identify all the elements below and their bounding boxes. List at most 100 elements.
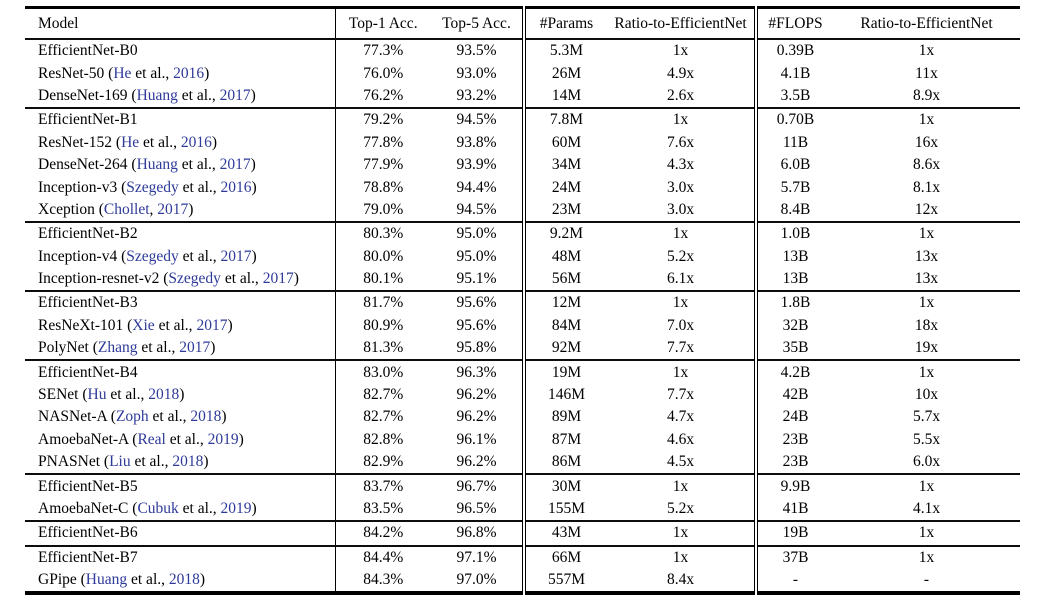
flops-cell: 23B xyxy=(754,451,833,475)
citation-year-link[interactable]: 2017 xyxy=(196,316,228,334)
top1-acc-cell: 83.7% xyxy=(334,474,431,498)
params-cell: 92M xyxy=(522,337,607,361)
flops-ratio-cell: 1x xyxy=(918,111,935,129)
col-header-flops: #FLOPS xyxy=(754,7,833,39)
top5-acc-cell: 96.1% xyxy=(456,430,497,448)
params-ratio-cell: 4.7x xyxy=(666,408,695,426)
citation-author-link[interactable]: Zhang xyxy=(97,339,138,357)
citation-year-link[interactable]: 2018 xyxy=(172,453,204,471)
flops-ratio-cell: 8.6x xyxy=(912,156,941,174)
flops-cell: 24B xyxy=(754,406,833,429)
top1-acc-cell: 84.4% xyxy=(334,545,431,569)
citation-author-link[interactable]: Szegedy xyxy=(126,247,179,265)
params-ratio-cell: 7.0x xyxy=(666,316,695,334)
model-name: EfficientNet-B0 xyxy=(38,42,138,60)
citation-author-link[interactable]: Huang xyxy=(85,571,128,589)
top1-acc-cell: 80.9% xyxy=(334,314,431,338)
citation-year-link[interactable]: 2017 xyxy=(219,156,251,174)
model-name-cell: DenseNet-169 (Huang et al., 2017) xyxy=(38,86,256,104)
model-name: ResNet-50 xyxy=(38,64,105,82)
params-cell: 7.8M xyxy=(522,108,607,132)
model-name: NASNet-A xyxy=(38,408,107,426)
citation-year-link[interactable]: 2018 xyxy=(168,571,200,589)
top1-acc-cell: 80.3% xyxy=(334,222,431,246)
citation-year-link[interactable]: 2017 xyxy=(262,270,294,288)
citation-year-link[interactable]: 2018 xyxy=(148,386,180,404)
citation-year-link[interactable]: 2018 xyxy=(190,408,222,426)
params-ratio-cell: 1x xyxy=(672,548,689,566)
citation-year-link[interactable]: 2017 xyxy=(157,200,189,218)
params-ratio-cell: 4.3x xyxy=(666,156,695,174)
flops-cell: 37B xyxy=(754,545,833,569)
top5-acc-cell: 96.5% xyxy=(456,500,497,517)
params-cell: 9.2M xyxy=(522,222,607,246)
model-name: EfficientNet-B3 xyxy=(38,294,138,312)
model-comparison-table: Model Top-1 Acc. Top-5 Acc. #Params Rati… xyxy=(25,6,1020,596)
table-row: Inception-v4 (Szegedy et al., 2017) 80.0%… xyxy=(25,245,1020,268)
citation-year-link[interactable]: 2016 xyxy=(220,178,252,196)
model-name: AmoebaNet-C xyxy=(38,500,129,517)
params-cell: 86M xyxy=(522,451,607,475)
flops-cell: 1.8B xyxy=(754,291,833,315)
params-cell: 89M xyxy=(522,406,607,429)
citation-author-link[interactable]: Szegedy xyxy=(168,270,221,288)
flops-ratio-cell: 1x xyxy=(918,363,935,381)
flops-cell: 32B xyxy=(754,314,833,338)
citation-year-link[interactable]: 2016 xyxy=(180,133,212,151)
top1-acc-cell: 76.0% xyxy=(334,62,431,85)
params-cell: 26M xyxy=(522,62,607,85)
citation-author-link[interactable]: Real xyxy=(137,430,166,448)
params-ratio-cell: 3.0x xyxy=(666,200,695,218)
citation-author-link[interactable]: Liu xyxy=(109,453,131,471)
flops-cell: 5.7B xyxy=(754,176,833,199)
params-ratio-cell: 6.1x xyxy=(666,270,695,288)
table-row: ResNeXt-101 (Xie et al., 2017) 80.9% 95.6%… xyxy=(25,314,1020,338)
citation-author-link[interactable]: Huang xyxy=(136,156,178,174)
flops-cell: 19B xyxy=(754,521,833,546)
citation-author-link[interactable]: He xyxy=(121,133,140,151)
citation-author-link[interactable]: Huang xyxy=(136,86,178,104)
model-name-cell: Xception (Chollet, 2017) xyxy=(38,200,194,218)
col-header-top5-acc: Top-5 Acc. xyxy=(442,14,511,32)
citation-author-link[interactable]: Szegedy xyxy=(126,178,179,196)
citation-year-link[interactable]: 2019 xyxy=(207,430,239,448)
citation-year-link[interactable]: 2017 xyxy=(219,86,251,104)
model-name-cell: EfficientNet-B1 xyxy=(25,108,335,131)
model-name-cell: ResNet-50 (He et al., 2016) xyxy=(38,64,210,82)
citation-author-link[interactable]: He xyxy=(113,64,132,82)
citation-author-link[interactable]: Cubuk xyxy=(137,500,179,517)
model-name: Inception-v4 xyxy=(38,247,118,265)
citation-author-link[interactable]: Xie xyxy=(132,316,155,334)
citation-year-link[interactable]: 2019 xyxy=(220,500,252,517)
col-header-params-ratio: Ratio-to-EfficientNet xyxy=(614,14,747,32)
citation-author-link[interactable]: Zoph xyxy=(115,408,149,426)
flops-ratio-cell: 8.1x xyxy=(912,178,941,196)
model-name-cell: PNASNet (Liu et al., 2018) xyxy=(38,453,209,471)
table-row: GPipe (Huang et al., 2018) 84.3% 97.0% 557M… xyxy=(25,568,1020,594)
citation-year-link[interactable]: 2016 xyxy=(173,64,205,82)
model-name-cell: GPipe (Huang et al., 2018) xyxy=(38,571,206,589)
table-row: EfficientNet-B3 81.7% 95.6% 12M 1x 1.8B 1x xyxy=(25,291,1020,315)
flops-cell: - xyxy=(754,568,833,594)
params-cell: 5.3M xyxy=(522,39,607,63)
table-row: PolyNet (Zhang et al., 2017) 81.3% 95.8% 92… xyxy=(25,337,1020,361)
model-name: DenseNet-169 xyxy=(38,86,128,104)
citation-author-link[interactable]: Chollet xyxy=(103,200,150,218)
top5-acc-cell: 96.3% xyxy=(456,363,497,381)
model-name: Inception-resnet-v2 xyxy=(38,270,160,288)
citation-year-link[interactable]: 2017 xyxy=(179,339,211,357)
top5-acc-cell: 96.7% xyxy=(456,477,497,495)
top5-acc-cell: 93.2% xyxy=(456,86,497,104)
params-cell: 12M xyxy=(522,291,607,315)
top1-acc-cell: 77.3% xyxy=(334,39,431,63)
citation-year-link[interactable]: 2017 xyxy=(220,247,252,265)
top1-acc-cell: 84.3% xyxy=(334,568,431,594)
params-cell: 84M xyxy=(522,314,607,338)
citation-author-link[interactable]: Hu xyxy=(87,386,107,404)
table-row: EfficientNet-B6 84.2% 96.8% 43M 1x 19B 1x xyxy=(25,521,1020,546)
model-name: Inception-v3 xyxy=(38,178,118,196)
table-row: PNASNet (Liu et al., 2018) 82.9% 96.2% 86M 4… xyxy=(25,451,1020,475)
model-name: EfficientNet-B1 xyxy=(38,111,138,129)
table-row: EfficientNet-B0 77.3% 93.5% 5.3M 1x 0.39B 1x xyxy=(25,39,1020,63)
top1-acc-cell: 82.7% xyxy=(334,383,431,407)
